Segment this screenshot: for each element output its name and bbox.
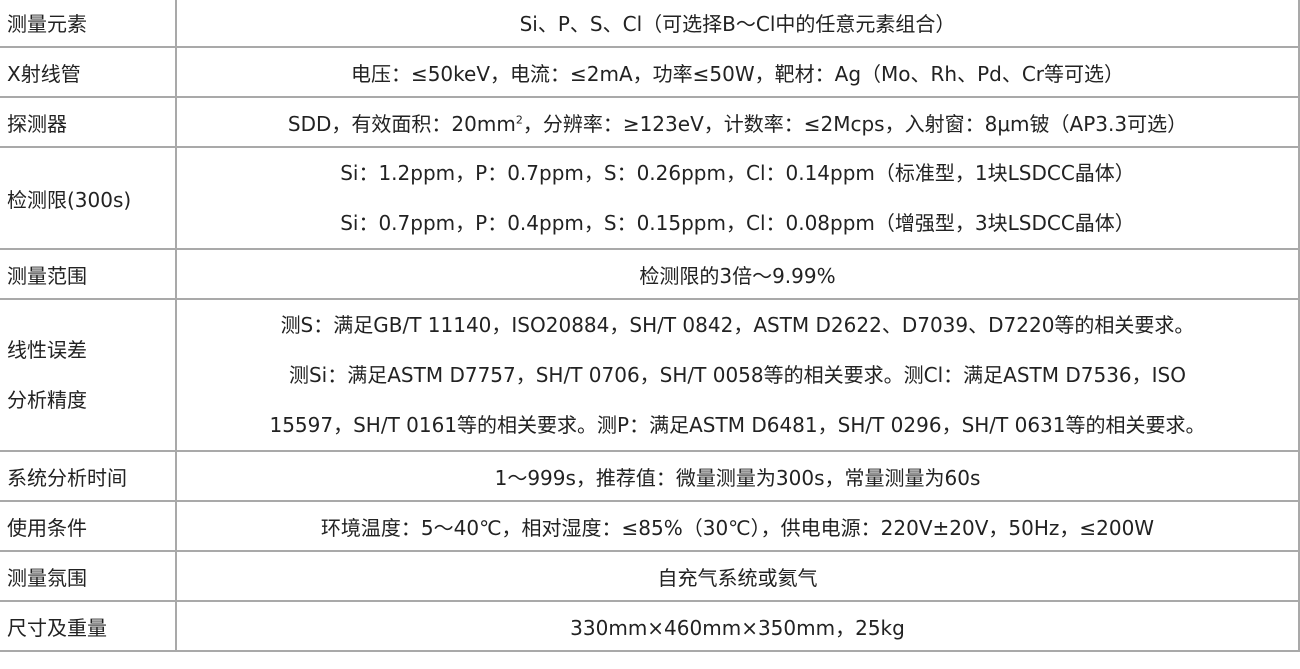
- value-line: 测Si：满足ASTM D7757，SH/T 0706，SH/T 0058等的相关…: [288, 363, 1186, 387]
- table-row: 测量范围 检测限的3倍～9.99%: [0, 248, 1300, 300]
- value-line: Si：1.2ppm，P：0.7ppm，S：0.26ppm，Cl：0.14ppm（…: [340, 161, 1135, 185]
- row-value: 自充气系统或氦气: [175, 550, 1300, 602]
- row-label: 线性误差 分析精度: [0, 298, 177, 452]
- row-label: 尺寸及重量: [0, 600, 177, 652]
- superscript: 2: [515, 112, 523, 126]
- row-label: 测量范围: [0, 248, 177, 300]
- table-row: 测量元素 Si、P、S、Cl（可选择B～Cl中的任意元素组合）: [0, 0, 1300, 48]
- row-value: 检测限的3倍～9.99%: [175, 248, 1300, 300]
- value-line: 测S：满足GB/T 11140，ISO20884，SH/T 0842，ASTM …: [280, 313, 1195, 337]
- row-label: 测量元素: [0, 0, 177, 48]
- row-label: X射线管: [0, 46, 177, 98]
- value-line: 15597，SH/T 0161等的相关要求。测P：满足ASTM D6481，SH…: [269, 413, 1206, 437]
- row-value: 1～999s，推荐值：微量测量为300s，常量测量为60s: [175, 450, 1300, 502]
- row-value: Si、P、S、Cl（可选择B～Cl中的任意元素组合）: [175, 0, 1300, 48]
- row-value: 电压：≤50keV，电流：≤2mA，功率≤50W，靶材：Ag（Mo、Rh、Pd、…: [175, 46, 1300, 98]
- table-row: 使用条件 环境温度：5～40℃，相对湿度：≤85%（30℃），供电电源：220V…: [0, 500, 1300, 552]
- table-row: 探测器 SDD，有效面积：20mm2，分辨率：≥123eV，计数率：≤2Mcps…: [0, 96, 1300, 148]
- label-line: 分析精度: [7, 388, 87, 412]
- row-label: 检测限(300s): [0, 146, 177, 250]
- row-value: SDD，有效面积：20mm2，分辨率：≥123eV，计数率：≤2Mcps，入射窗…: [175, 96, 1300, 148]
- table-row: 线性误差 分析精度 测S：满足GB/T 11140，ISO20884，SH/T …: [0, 298, 1300, 452]
- value-text: SDD，有效面积：20mm: [287, 111, 516, 136]
- row-value: 测S：满足GB/T 11140，ISO20884，SH/T 0842，ASTM …: [175, 298, 1300, 452]
- spec-table: 测量元素 Si、P、S、Cl（可选择B～Cl中的任意元素组合） X射线管 电压：…: [0, 0, 1300, 652]
- table-row: 测量氛围 自充气系统或氦气: [0, 550, 1300, 602]
- table-row: 系统分析时间 1～999s，推荐值：微量测量为300s，常量测量为60s: [0, 450, 1300, 502]
- row-label: 探测器: [0, 96, 177, 148]
- row-label: 系统分析时间: [0, 450, 177, 502]
- row-value: 330mm×460mm×350mm，25kg: [175, 600, 1300, 652]
- row-label: 测量氛围: [0, 550, 177, 602]
- value-line: Si：0.7ppm，P：0.4ppm，S：0.15ppm，Cl：0.08ppm（…: [340, 211, 1135, 235]
- table-row: 检测限(300s) Si：1.2ppm，P：0.7ppm，S：0.26ppm，C…: [0, 146, 1300, 250]
- row-value: 环境温度：5～40℃，相对湿度：≤85%（30℃），供电电源：220V±20V，…: [175, 500, 1300, 552]
- table-row: X射线管 电压：≤50keV，电流：≤2mA，功率≤50W，靶材：Ag（Mo、R…: [0, 46, 1300, 98]
- row-value: Si：1.2ppm，P：0.7ppm，S：0.26ppm，Cl：0.14ppm（…: [175, 146, 1300, 250]
- label-line: 线性误差: [7, 338, 87, 362]
- table-row: 尺寸及重量 330mm×460mm×350mm，25kg: [0, 600, 1300, 652]
- value-text: ，分辨率：≥123eV，计数率：≤2Mcps，入射窗：8μm铍（AP3.3可选）: [522, 111, 1188, 136]
- row-label: 使用条件: [0, 500, 177, 552]
